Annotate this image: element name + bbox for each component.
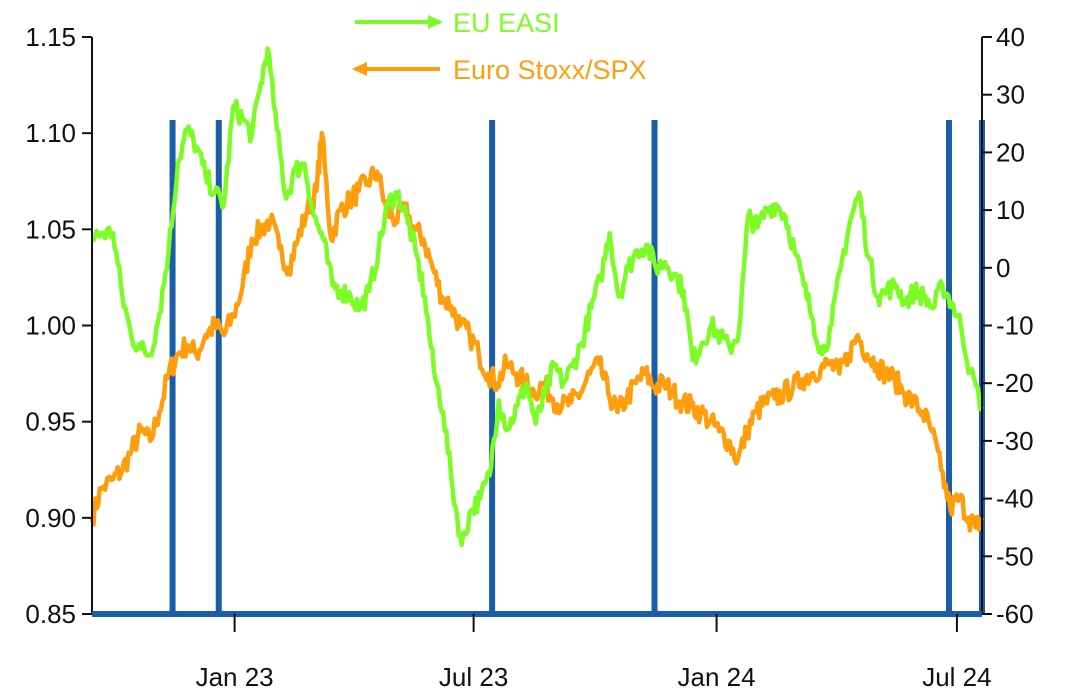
left-tick-label: 0.90 — [25, 503, 76, 533]
right-tick-label: -20 — [996, 368, 1034, 398]
series-line-euro-stoxx-spx — [89, 130, 985, 533]
right-tick-label: 30 — [996, 80, 1025, 110]
legend-label-euro-stoxx-spx: Euro Stoxx/SPX — [453, 55, 647, 85]
right-tick-label: -50 — [996, 541, 1034, 571]
left-tick-label: 0.95 — [25, 407, 76, 437]
series-line-eu-easi — [90, 46, 984, 548]
right-tick-label: 20 — [996, 137, 1025, 167]
legend-item-euro-stoxx-spx: Euro Stoxx/SPX — [352, 55, 647, 85]
right-tick-label: -60 — [996, 599, 1034, 629]
legend: EU EASI Euro Stoxx/SPX — [352, 8, 647, 85]
left-tick-label: 0.85 — [25, 599, 76, 629]
x-tick-label: Jul 24 — [922, 662, 991, 692]
right-tick-label: -10 — [996, 311, 1034, 341]
right-tick-label: 40 — [996, 22, 1025, 52]
right-tick-label: -40 — [996, 484, 1034, 514]
axes: 1.15 1.10 1.05 1.00 0.95 0.90 0.85 40 30 20 10 0 -10… — [25, 22, 1033, 692]
arrow-right-icon — [428, 15, 443, 29]
left-tick-label: 1.00 — [25, 311, 76, 341]
x-tick-label: Jan 24 — [678, 662, 756, 692]
x-tick-label: Jan 23 — [196, 662, 274, 692]
x-tick-label: Jul 23 — [439, 662, 508, 692]
legend-label-eu-easi: EU EASI — [453, 8, 560, 38]
left-tick-label: 1.15 — [25, 22, 76, 52]
right-tick-label: 10 — [996, 195, 1025, 225]
legend-item-eu-easi: EU EASI — [355, 8, 560, 38]
left-tick-label: 1.10 — [25, 118, 76, 148]
right-tick-label: -30 — [996, 426, 1034, 456]
left-tick-label: 1.05 — [25, 214, 76, 244]
series-layer — [89, 46, 985, 548]
right-tick-label: 0 — [996, 253, 1010, 283]
arrow-left-icon — [352, 62, 367, 76]
